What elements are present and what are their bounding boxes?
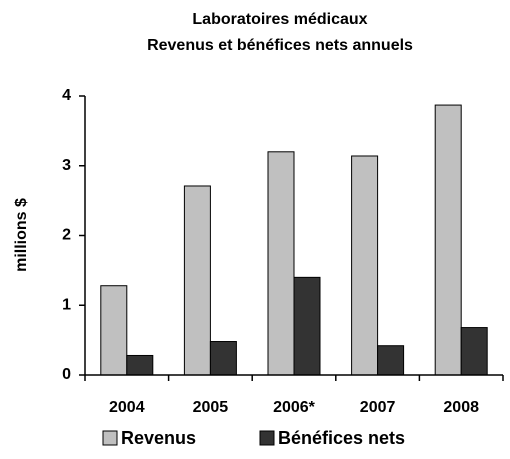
chart-subtitle: Revenus et bénéfices nets annuels [147,37,413,54]
chart-title: Laboratoires médicaux [192,11,367,28]
bar [351,155,379,376]
bar [377,345,405,376]
bar [434,104,462,376]
legend-swatch [102,430,118,446]
y-tick-label: 2 [62,227,71,244]
x-tick-label: 2005 [193,399,229,416]
y-tick-label: 3 [62,157,71,174]
y-tick-label: 1 [62,296,71,313]
bar [460,327,488,376]
x-tick-label: 2008 [443,399,479,416]
bar [100,285,128,376]
y-axis-label: millions $ [13,198,30,272]
bar [126,354,154,376]
x-tick-label: 2004 [109,399,145,416]
y-tick-label: 0 [62,366,71,383]
bar [267,151,295,376]
x-tick-label: 2007 [360,399,396,416]
y-tick-label: 4 [62,87,71,104]
bar [293,276,321,376]
bar [183,185,211,376]
legend-label: Bénéfices nets [278,428,405,448]
legend-swatch [259,430,275,446]
legend-label: Revenus [121,428,196,448]
x-tick-label: 2006* [273,399,316,416]
bar [209,341,237,376]
